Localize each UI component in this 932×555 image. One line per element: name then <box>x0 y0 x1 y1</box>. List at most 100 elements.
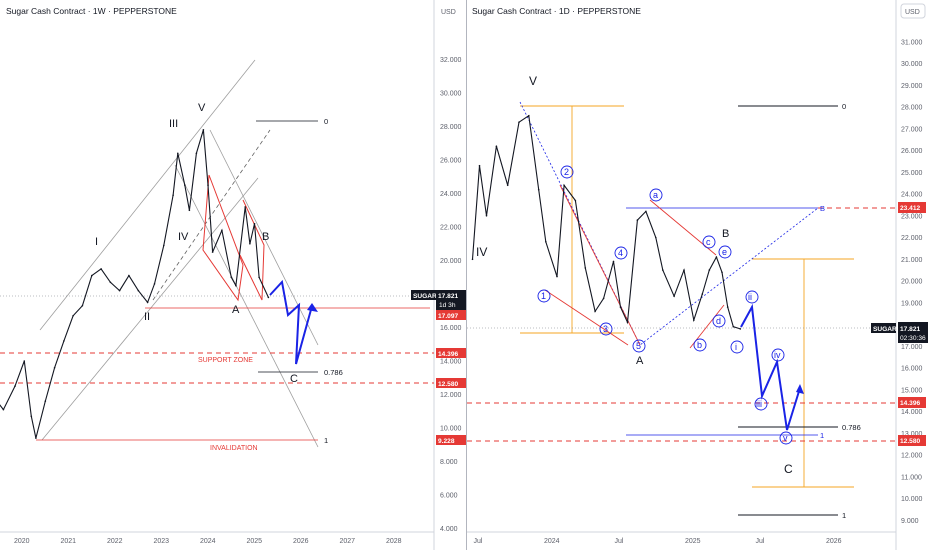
daily-price-point <box>732 325 735 328</box>
daily-y-tick: 17.000 <box>901 344 923 351</box>
daily-x-axis[interactable]: Jul 2024 Jul 2025 Jul 2026 <box>474 538 842 545</box>
weekly-price-point <box>91 274 93 277</box>
weekly-symbol-label: SUGAR <box>413 293 437 300</box>
weekly-x-tick: 2026 <box>293 538 309 545</box>
daily-y-axis[interactable]: 31.000 30.000 29.000 28.000 27.000 26.000 25.0… <box>901 39 923 525</box>
daily-symbol-tag <box>871 323 896 333</box>
daily-chart-pane[interactable]: Sugar Cash Contract · 1D · PEPPERSTONE U… <box>467 0 928 550</box>
weekly-price-point <box>202 129 205 131</box>
daily-fib-1: 1 <box>842 511 846 520</box>
daily-level-lines <box>626 105 838 516</box>
weekly-x-tick: 2022 <box>107 538 123 545</box>
daily-price-point <box>726 306 729 308</box>
daily-price-point <box>537 188 540 191</box>
weekly-currency-label: USD <box>441 9 456 16</box>
weekly-price-point <box>53 366 56 369</box>
daily-y-tick: 24.000 <box>901 192 923 199</box>
daily-wedge-lines <box>544 184 725 349</box>
daily-y-tick: 27.000 <box>901 126 923 133</box>
weekly-symbol-tag <box>411 290 436 300</box>
daily-price-point <box>708 269 711 271</box>
weekly-chart-background <box>0 0 466 550</box>
circle-v <box>779 431 793 445</box>
weekly-tag-1 <box>436 310 466 320</box>
circle-3 <box>599 322 613 336</box>
daily-price-point <box>612 260 615 263</box>
circle-iv-text: iv <box>774 350 781 360</box>
circle-ii-text: ii <box>748 292 752 302</box>
daily-tag-2-text: 14.396 <box>900 400 921 407</box>
weekly-fib-0: 0 <box>324 117 328 126</box>
weekly-wave-II: II <box>144 311 150 323</box>
daily-y-tick: 30.000 <box>901 61 923 68</box>
weekly-price-line[interactable] <box>0 129 269 439</box>
weekly-price-point <box>163 244 165 247</box>
daily-wave-B: B <box>722 228 729 240</box>
weekly-x-axis[interactable]: 2020 2021 2022 2023 2024 2025 2026 2027 2028 <box>14 538 402 545</box>
weekly-x-tick: 2023 <box>154 538 170 545</box>
daily-circled-labels <box>537 165 793 445</box>
circle-v-text: v <box>783 433 788 443</box>
daily-last-price: 17.821 <box>900 326 921 333</box>
weekly-wave-V: V <box>198 102 206 114</box>
weekly-price-point <box>258 276 260 279</box>
daily-price-point <box>485 215 488 217</box>
weekly-y-tick: 22.000 <box>440 225 462 232</box>
weekly-tag-3-text: 12.580 <box>438 381 459 388</box>
circle-4 <box>614 246 628 260</box>
circle-2-text: 2 <box>564 167 569 177</box>
daily-price-point <box>655 236 657 239</box>
daily-x-tick: 2024 <box>544 538 560 545</box>
daily-price-line[interactable] <box>471 114 741 330</box>
weekly-tag-3 <box>436 378 466 388</box>
weekly-last-price: 17.821 <box>438 293 459 300</box>
circle-iii <box>754 397 768 411</box>
weekly-x-tick: 2024 <box>200 538 216 545</box>
daily-price-point <box>701 293 704 295</box>
weekly-tag-2-text: 14.396 <box>438 351 459 358</box>
circle-2 <box>560 165 574 179</box>
weekly-price-point <box>184 184 186 186</box>
daily-x-tick: Jul <box>615 538 624 545</box>
weekly-y-tick: 30.000 <box>440 91 462 98</box>
daily-x-tick: Jul <box>756 538 765 545</box>
daily-price-tags: 23.412 SUGAR 17.821 02:30:36 14.396 12.5… <box>871 202 928 446</box>
daily-tag-3-text: 12.580 <box>900 438 921 445</box>
daily-projection-arrowhead <box>796 384 804 394</box>
daily-symbol-label: SUGAR <box>873 326 897 333</box>
daily-y-tick: 31.000 <box>901 39 923 46</box>
daily-price-point <box>471 258 474 261</box>
daily-price-point <box>715 256 718 258</box>
weekly-price-point <box>137 289 140 292</box>
daily-tag-b-text: 23.412 <box>900 205 921 212</box>
weekly-price-point <box>211 251 214 253</box>
weekly-x-tick: 2020 <box>14 538 30 545</box>
daily-wave-A: A <box>636 355 644 367</box>
daily-y-tick: 26.000 <box>901 148 923 155</box>
daily-tag-2 <box>898 397 926 408</box>
weekly-dashed-levels <box>0 352 434 384</box>
weekly-y-tick: 24.000 <box>440 191 462 198</box>
daily-y-tick: 13.000 <box>901 431 923 438</box>
weekly-wave-IV: IV <box>178 231 189 243</box>
circle-3-text: 3 <box>603 324 608 334</box>
weekly-y-tick: 26.000 <box>440 158 462 165</box>
daily-chart-title: Sugar Cash Contract · 1D · PEPPERSTONE <box>472 6 641 16</box>
weekly-y-tick: 28.000 <box>440 124 462 131</box>
circle-1 <box>537 289 551 303</box>
daily-y-tick: 19.000 <box>901 300 923 307</box>
circle-a <box>649 188 663 202</box>
daily-price-point <box>574 199 577 202</box>
weekly-channel-lines <box>36 59 430 448</box>
weekly-price-point <box>244 206 246 208</box>
weekly-price-point <box>23 360 26 362</box>
daily-y-tick: 16.000 <box>901 366 923 373</box>
daily-y-tick: 14.000 <box>901 409 923 416</box>
weekly-price-point <box>249 243 251 245</box>
circle-1-text: 1 <box>541 291 546 301</box>
daily-currency-button[interactable] <box>900 3 926 19</box>
weekly-tag-1-text: 17.097 <box>438 313 459 320</box>
weekly-chart-pane[interactable]: Sugar Cash Contract · 1W · PEPPERSTONE U… <box>0 0 466 550</box>
